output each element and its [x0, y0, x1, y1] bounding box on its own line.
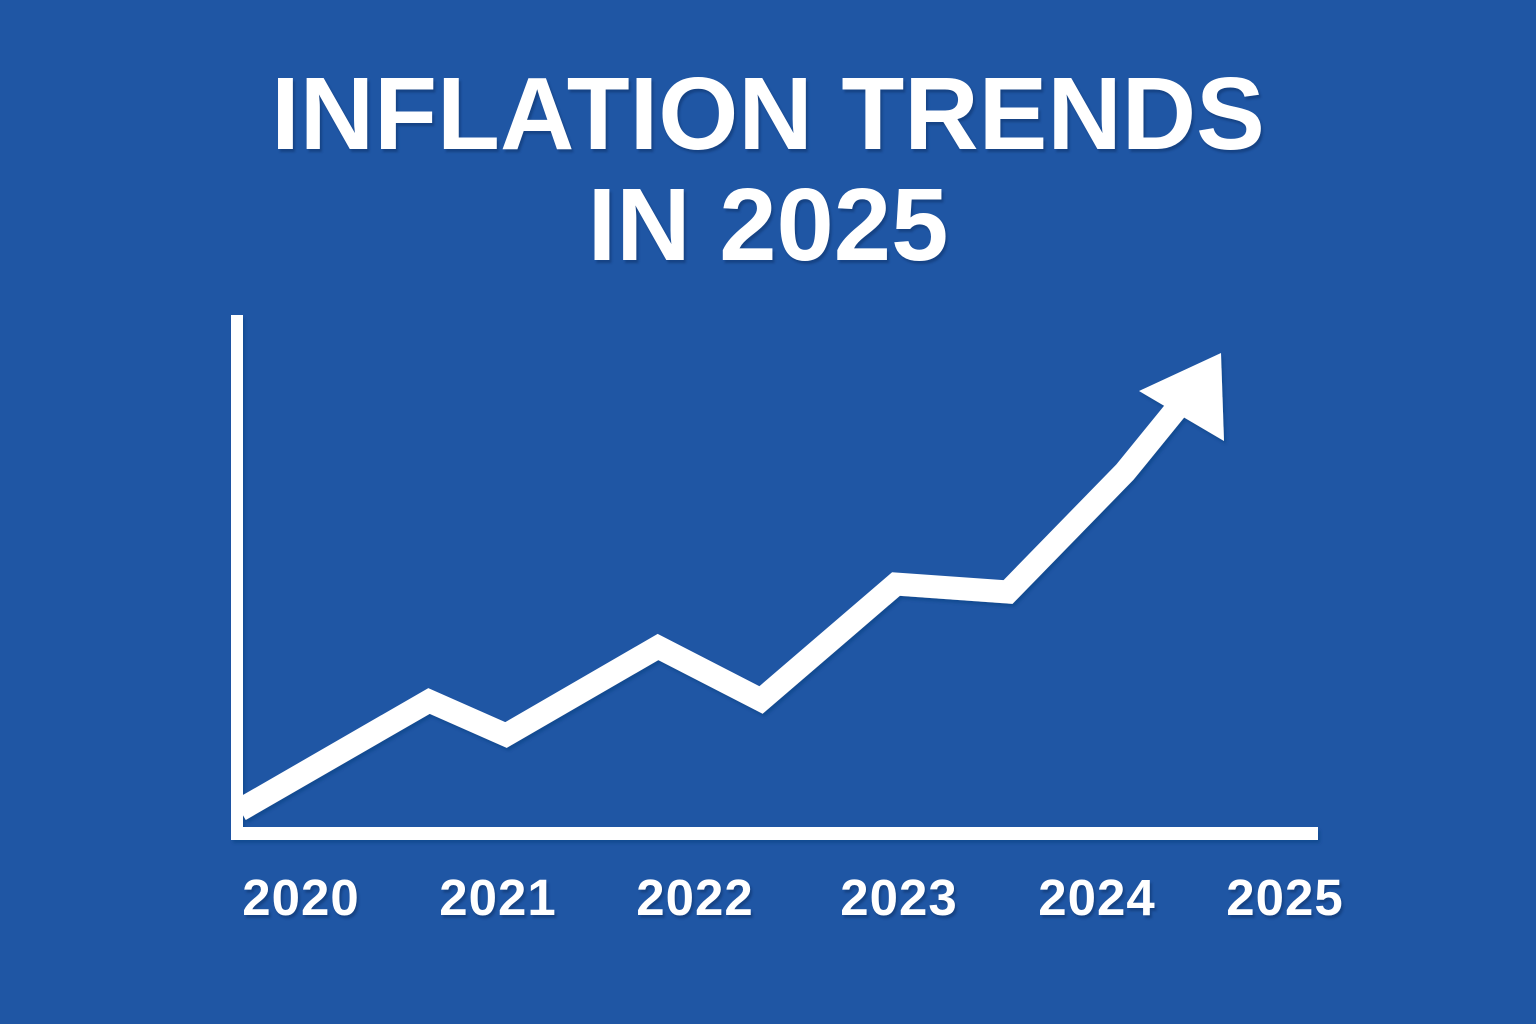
- x-axis-label-2020: 2020: [242, 869, 360, 926]
- arrow-head-icon: [1139, 353, 1224, 441]
- trend-line: [234, 394, 1191, 820]
- x-axis: [231, 827, 1318, 840]
- x-axis-label-2021: 2021: [439, 869, 557, 926]
- y-axis: [231, 315, 243, 839]
- chart-title-line1: INFLATION TRENDS: [271, 56, 1265, 171]
- chart-title-line2: IN 2025: [587, 167, 949, 283]
- x-axis-label-2024: 2024: [1038, 869, 1156, 926]
- chart-title: INFLATION TRENDS IN 2025: [0, 56, 1536, 283]
- x-axis-label-2025: 2025: [1226, 869, 1344, 926]
- x-axis-label-2023: 2023: [840, 869, 958, 926]
- x-axis-label-2022: 2022: [636, 869, 754, 926]
